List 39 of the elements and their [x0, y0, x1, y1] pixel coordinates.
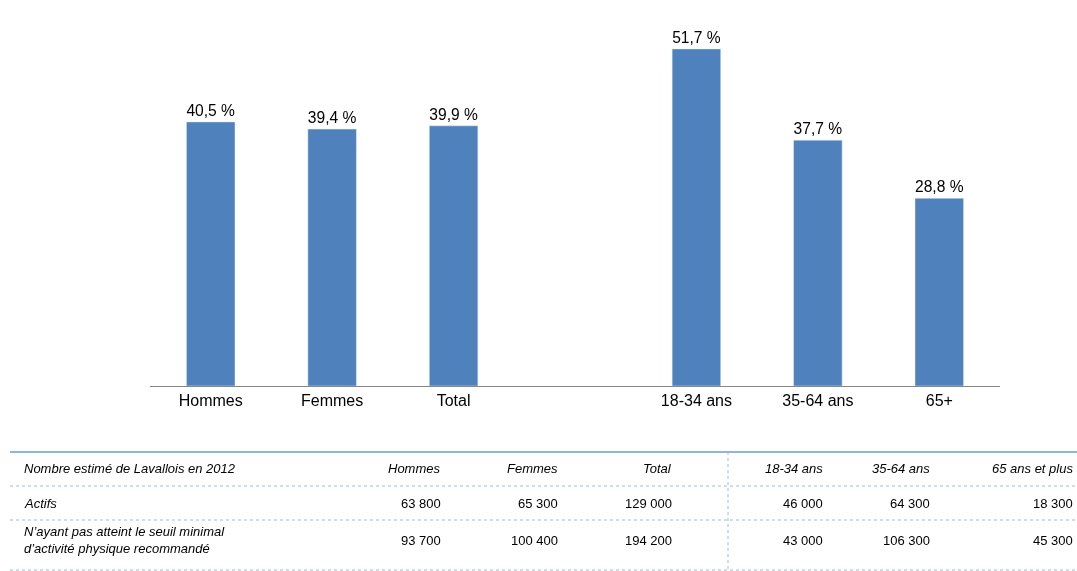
- text: 64 300: [890, 496, 930, 511]
- data-label: 39,4 %: [307, 109, 357, 127]
- text: 63 800: [401, 496, 441, 511]
- data-label: 28,8 %: [915, 178, 964, 196]
- data-label: 37,7 %: [793, 120, 843, 138]
- data-label: 39,9 %: [429, 105, 478, 123]
- x-tick-label: Femmes: [301, 392, 364, 410]
- bar: [914, 197, 964, 386]
- text: 100 400: [511, 533, 558, 548]
- bar: [793, 139, 843, 386]
- text: Total: [643, 461, 672, 476]
- bar: [671, 48, 721, 386]
- bar: [307, 128, 357, 386]
- text: Nombre estimé de Lavallois en 2012: [24, 461, 236, 476]
- text: 194 200: [625, 533, 672, 548]
- text: 46 000: [783, 496, 823, 511]
- text: N’ayant pas atteint le seuil minimal d’activité physique recommandé: [24, 524, 226, 556]
- bar: [186, 121, 236, 386]
- text: Femmes: [507, 461, 559, 476]
- text: 129 000: [625, 496, 672, 511]
- text: 18-34 ans: [765, 461, 824, 476]
- text: 45 300: [1033, 533, 1073, 548]
- x-tick-label: 35-64 ans: [782, 392, 854, 410]
- text: 93 700: [401, 533, 441, 548]
- data-label: 40,5 %: [186, 101, 236, 119]
- x-tick-label: Hommes: [178, 392, 243, 410]
- text: 106 300: [883, 533, 930, 548]
- data-label: 51,7 %: [672, 28, 721, 46]
- text: Actifs: [24, 496, 58, 511]
- text: 43 000: [783, 533, 823, 548]
- text: 18 300: [1033, 496, 1073, 511]
- x-tick-label: 65+: [925, 392, 953, 410]
- text: 35-64 ans: [872, 461, 931, 476]
- text: Hommes: [388, 461, 441, 476]
- x-tick-label: 18-34 ans: [660, 392, 733, 410]
- text: 65 300: [518, 496, 558, 511]
- bar: [429, 125, 479, 386]
- x-tick-label: Total: [436, 392, 471, 410]
- text: 65 ans et plus: [992, 461, 1074, 476]
